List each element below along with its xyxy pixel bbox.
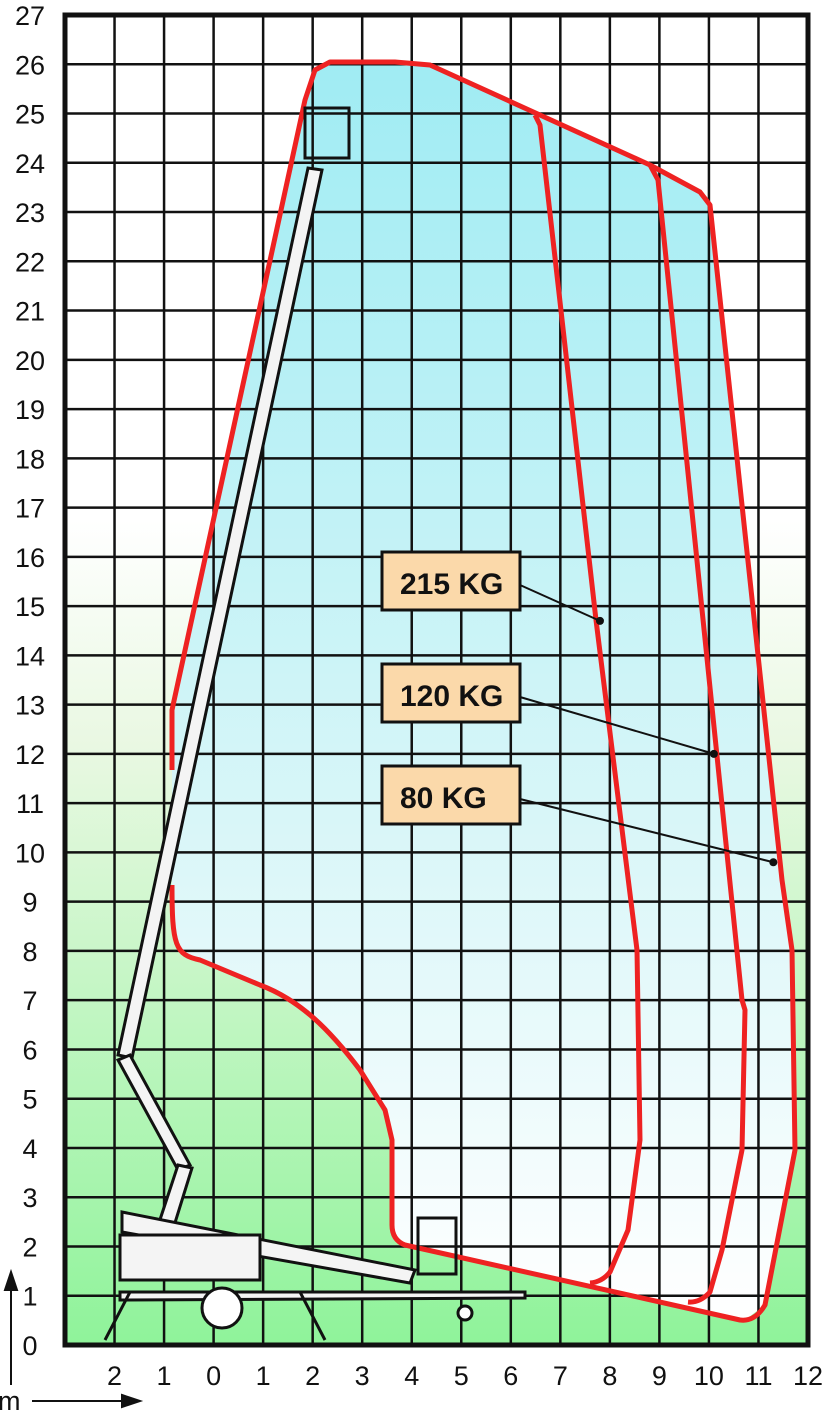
y-tick-label: 6	[22, 1035, 37, 1065]
x-tick-label: 1	[256, 1361, 271, 1391]
y-tick-label: 19	[15, 395, 45, 425]
envelope-120kg	[647, 163, 748, 1305]
y-tick-label: 17	[15, 494, 45, 524]
x-tick-label: 1	[157, 1361, 172, 1391]
y-tick-label: 12	[15, 740, 45, 770]
x-tick-label: 6	[503, 1361, 518, 1391]
y-tick-label: 15	[15, 592, 45, 622]
plot-border	[62, 12, 811, 1348]
y-tick-label: 5	[22, 1085, 37, 1115]
y-tick-label: 11	[16, 789, 44, 819]
load-label-text: 215 KG	[400, 568, 503, 601]
y-tick-label: 20	[15, 346, 45, 376]
x-tick-label: 2	[305, 1361, 320, 1391]
x-tick-label: 8	[602, 1361, 617, 1391]
y-tick-label: 7	[22, 986, 37, 1016]
y-tick-label: 3	[22, 1183, 37, 1213]
y-tick-label: 9	[22, 888, 37, 918]
outrigger-left	[103, 1291, 132, 1341]
stowed-boom	[120, 1210, 418, 1285]
envelope-215kg	[532, 113, 643, 1286]
x-tick-label: 4	[404, 1361, 419, 1391]
y-tick-label: 4	[22, 1134, 37, 1164]
leader-line	[519, 798, 774, 864]
turret	[118, 1233, 262, 1282]
x-tick-label: 0	[206, 1361, 221, 1391]
y-tick-label: 21	[15, 297, 45, 327]
y-tick-label: 26	[15, 50, 45, 80]
leader-dot	[595, 616, 604, 625]
y-tick-label: 16	[15, 543, 45, 573]
up-arrowhead-icon	[3, 1268, 19, 1291]
y-tick-label: 8	[22, 937, 37, 967]
y-tick-label: 22	[15, 247, 45, 277]
axis-arrows	[3, 1268, 144, 1409]
y-tick-label: 13	[15, 691, 45, 721]
aerial-lift-machine	[103, 106, 527, 1341]
unit-label: m	[0, 1386, 21, 1410]
y-tick-label: 2	[22, 1232, 37, 1262]
axis-ticks: 0123456789101112131415161718192021222324…	[15, 1, 823, 1391]
load-label-text: 80 KG	[400, 782, 487, 815]
load-label-box	[380, 662, 522, 724]
x-tick-label: 2	[107, 1361, 122, 1391]
leader-line	[519, 696, 715, 755]
x-tick-label: 9	[652, 1361, 667, 1391]
jockey-wheel	[456, 1304, 474, 1322]
y-tick-label: 0	[22, 1331, 37, 1361]
outrigger-right	[298, 1291, 327, 1341]
x-tick-label: 11	[744, 1361, 772, 1391]
x-tick-label: 10	[694, 1361, 724, 1391]
y-tick-label: 24	[15, 149, 45, 179]
basket-stowed	[416, 1216, 458, 1276]
y-tick-label: 1	[22, 1282, 37, 1312]
wheel	[200, 1286, 244, 1330]
y-tick-label: 23	[15, 198, 45, 228]
y-tick-label: 27	[15, 1, 45, 31]
lower-arm	[115, 1053, 193, 1172]
x-tick-label: 7	[553, 1361, 568, 1391]
y-tick-label: 18	[15, 444, 45, 474]
y-tick-label: 14	[15, 641, 45, 671]
load-label-box	[380, 550, 522, 612]
envelopes	[169, 59, 798, 1323]
x-tick-label: 12	[793, 1361, 823, 1391]
load-label-text: 120 KG	[400, 680, 503, 713]
load-label-box	[380, 764, 522, 826]
y-tick-label: 25	[15, 100, 45, 130]
leader-line	[519, 584, 601, 622]
right-arrowhead-icon	[121, 1393, 144, 1409]
load-labels: 215 KG 120 KG 80 KG	[380, 550, 778, 867]
chassis	[118, 1290, 527, 1302]
basket-raised	[303, 106, 351, 160]
x-tick-label: 3	[355, 1361, 370, 1391]
leader-dot	[709, 749, 718, 758]
y-tick-label: 10	[15, 838, 45, 868]
x-tick-label: 5	[454, 1361, 469, 1391]
leader-dot	[769, 858, 778, 867]
envelope-80kg	[169, 59, 798, 1323]
